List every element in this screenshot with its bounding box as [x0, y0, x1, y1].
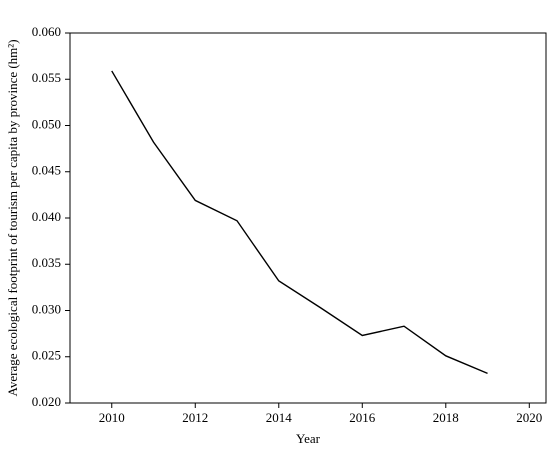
- x-tick-label: 2020: [516, 410, 542, 425]
- y-tick-label: 0.035: [32, 255, 61, 270]
- x-tick-label: 2018: [433, 410, 459, 425]
- y-tick-label: 0.050: [32, 116, 61, 131]
- y-tick-label: 0.030: [32, 301, 61, 316]
- line: [111, 70, 488, 375]
- x-axis-label: Year: [296, 431, 321, 446]
- x-tick-label: 2016: [349, 410, 376, 425]
- y-tick-label: 0.045: [32, 163, 61, 178]
- y-axis-label: Average ecological footprint of tourism …: [5, 39, 20, 396]
- x-tick-label: 2012: [182, 410, 208, 425]
- y-tick-label: 0.055: [32, 70, 61, 85]
- x-tick-label: 2014: [266, 410, 293, 425]
- y-tick-label: 0.020: [32, 394, 61, 409]
- y-tick-label: 0.040: [32, 209, 61, 224]
- plot-frame: [69, 32, 547, 404]
- x-tick-label: 2010: [99, 410, 125, 425]
- y-tick-label: 0.060: [32, 24, 61, 39]
- y-tick-label: 0.025: [32, 348, 61, 363]
